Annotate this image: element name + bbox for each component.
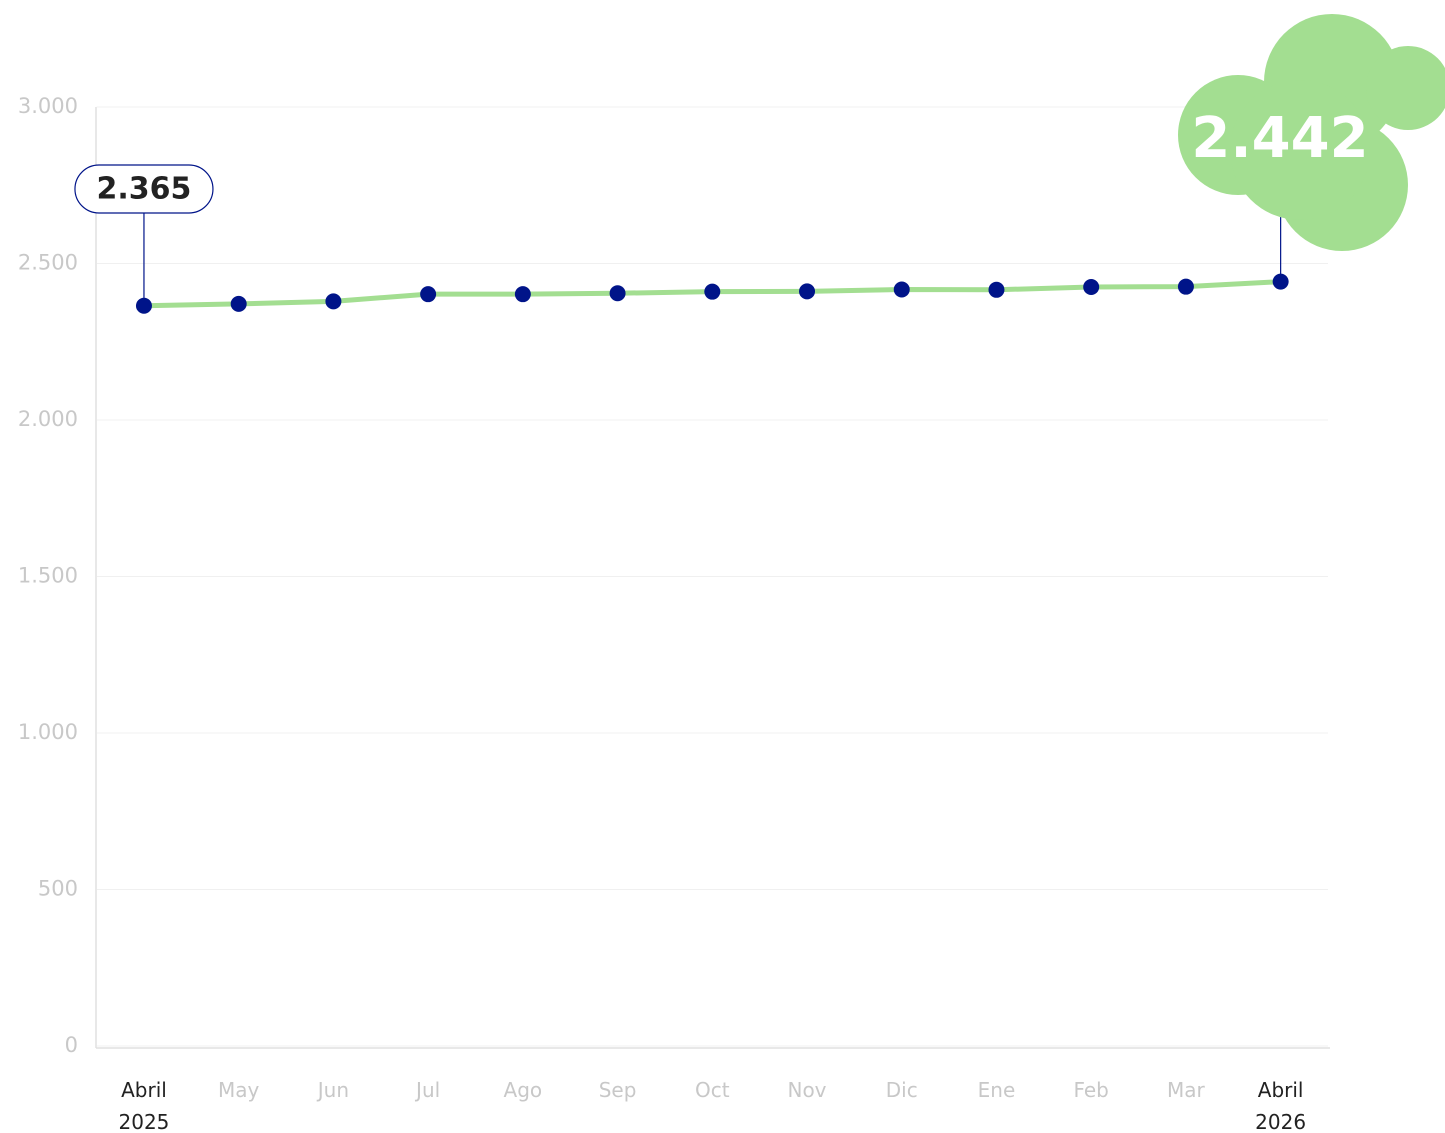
y-tick-label: 0 <box>65 1033 78 1057</box>
y-tick-label: 1.000 <box>18 720 78 744</box>
x-tick-label: Dic <box>885 1078 918 1102</box>
point <box>1272 273 1289 290</box>
y-tick-label: 2.500 <box>18 251 78 275</box>
x-tick-label: Sep <box>598 1078 637 1102</box>
y-tick-label: 3.000 <box>18 94 78 118</box>
point <box>893 281 910 298</box>
x-tick-label: Jun <box>317 1078 350 1102</box>
x-tick-label: Abril 2026 <box>1255 1078 1307 1133</box>
x-tick-label: Abril 2025 <box>118 1078 170 1133</box>
y-tick-label: 2.000 <box>18 407 78 431</box>
point <box>230 295 247 312</box>
x-tick-label: Oct <box>695 1078 730 1102</box>
point <box>135 297 152 314</box>
x-tick-label: Mar <box>1167 1078 1205 1102</box>
blob-part <box>1230 80 1370 220</box>
x-tick-label: Nov <box>787 1078 827 1102</box>
label-pill <box>74 164 214 214</box>
point <box>1083 278 1100 295</box>
x-tick-label: Jul <box>416 1078 441 1102</box>
y-tick-label: 1.500 <box>18 564 78 588</box>
blob-part <box>1366 46 1445 130</box>
point <box>514 286 531 303</box>
point <box>420 286 437 303</box>
value-label: 2.365 <box>97 172 192 207</box>
point <box>1177 278 1194 295</box>
point <box>799 283 816 300</box>
point <box>988 281 1005 298</box>
y-tick-label: 500 <box>38 877 78 901</box>
x-tick-label: Ago <box>503 1078 543 1102</box>
x-tick-label: Feb <box>1073 1078 1109 1102</box>
point <box>325 293 342 310</box>
label-blob <box>1178 14 1445 251</box>
value-label: 2.442 <box>1191 106 1368 171</box>
x-tick-label: May <box>217 1078 260 1102</box>
point <box>704 283 721 300</box>
x-tick-label: Ene <box>977 1078 1016 1102</box>
point <box>609 285 626 302</box>
